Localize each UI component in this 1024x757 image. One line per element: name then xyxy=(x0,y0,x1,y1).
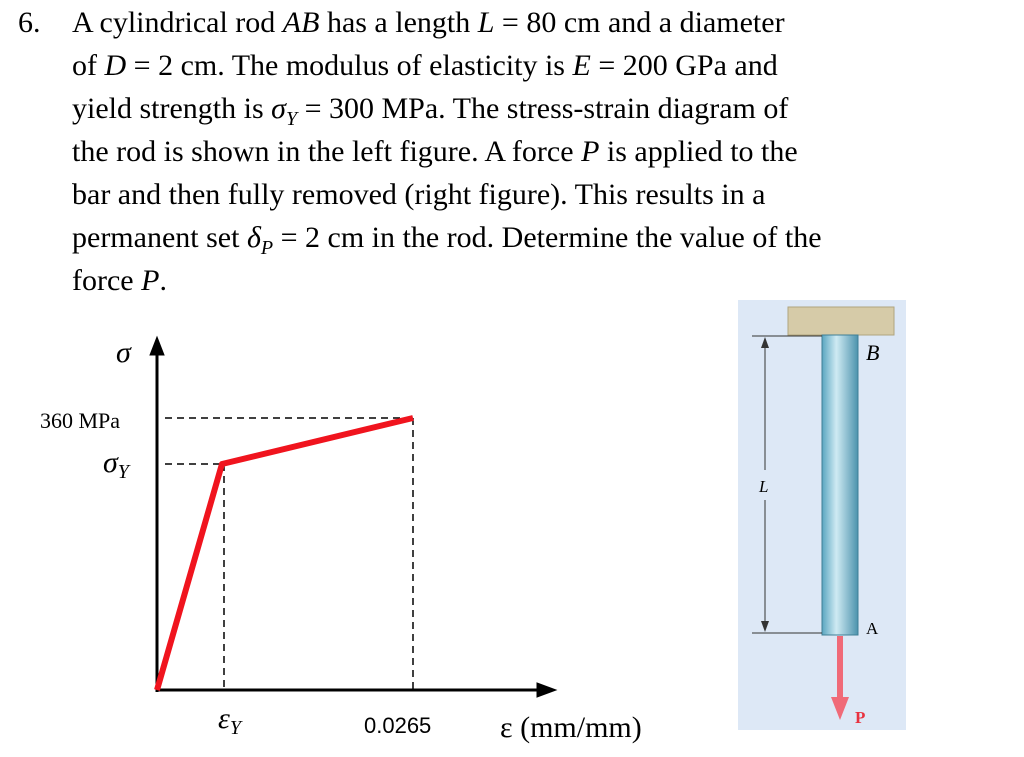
text-segment: . xyxy=(159,264,167,297)
strain-label: 0.0265 xyxy=(364,713,431,738)
text-segment: force xyxy=(72,264,141,297)
dimension-arrow xyxy=(761,337,769,348)
yield-strain-label: εY xyxy=(218,702,243,739)
text-line: permanent set δP = 2 cm in the rod. Dete… xyxy=(72,221,822,259)
rod-figure xyxy=(738,300,906,730)
stress-strain-curve xyxy=(154,415,414,691)
text-segment: = 2 cm. The modulus of elasticity is xyxy=(126,49,572,82)
point-b: B xyxy=(866,340,879,365)
text-line: bar and then fully removed (right figure… xyxy=(72,178,765,211)
y-arrow xyxy=(149,335,165,356)
text-segment: P xyxy=(140,264,159,297)
text-line: the rod is shown in the left figure. A f… xyxy=(72,135,798,168)
text-segment: P xyxy=(260,237,273,259)
text-segment: of xyxy=(72,49,105,82)
text-segment: = 200 GPa and xyxy=(591,49,778,82)
text-segment: L xyxy=(477,6,495,39)
text-segment: A cylindrical rod xyxy=(72,6,283,39)
sigma-label: σ xyxy=(116,336,132,369)
dimension-arrow xyxy=(761,621,769,632)
text-segment: yield strength is xyxy=(72,92,271,125)
text-segment: is applied to the xyxy=(599,135,797,168)
ultimate-stress-label: 360 MPa xyxy=(40,408,120,433)
point-a: A xyxy=(866,619,879,638)
length-label: L xyxy=(758,477,768,496)
text-segment: the rod is shown in the left figure. A f… xyxy=(72,135,581,168)
text-segment: = 80 cm and a diameter xyxy=(494,6,784,39)
x-axis-label: ε (mm/mm) xyxy=(500,711,642,744)
problem-text: A cylindrical rod AB has a length L = 80… xyxy=(72,6,822,297)
stress-strain-diagram xyxy=(149,335,558,698)
text-segment: has a length xyxy=(319,6,477,39)
text-segment: P xyxy=(580,135,599,168)
text-segment: D xyxy=(104,49,127,82)
text-line: yield strength is σY = 300 MPa. The stre… xyxy=(72,92,788,130)
symbol: ε xyxy=(218,702,230,735)
symbol: σ xyxy=(103,446,119,479)
subscript: Y xyxy=(118,461,131,483)
force-arrowhead xyxy=(831,697,849,720)
text-line: of D = 2 cm. The modulus of elasticity i… xyxy=(72,49,778,82)
text-segment: δ xyxy=(247,221,262,254)
text-segment: E xyxy=(571,49,590,82)
text-segment: AB xyxy=(281,6,320,39)
problem-number: 6. xyxy=(18,6,41,39)
force-label: P xyxy=(855,708,865,727)
text-segment: σ xyxy=(271,92,287,125)
text-segment: = 300 MPa. The stress-strain diagram of xyxy=(297,92,788,125)
rod xyxy=(821,334,859,636)
subscript: Y xyxy=(230,717,243,739)
text-segment: = 2 cm in the rod. Determine the value o… xyxy=(273,221,821,254)
text-line: force P. xyxy=(72,264,167,297)
yield-stress-label: σY xyxy=(103,446,131,483)
text-segment: Y xyxy=(286,108,299,130)
text-segment: bar and then fully removed (right figure… xyxy=(72,178,765,211)
text-segment: permanent set xyxy=(72,221,247,254)
support xyxy=(787,306,895,336)
text-line: A cylindrical rod AB has a length L = 80… xyxy=(72,6,785,39)
x-arrow xyxy=(536,682,558,698)
